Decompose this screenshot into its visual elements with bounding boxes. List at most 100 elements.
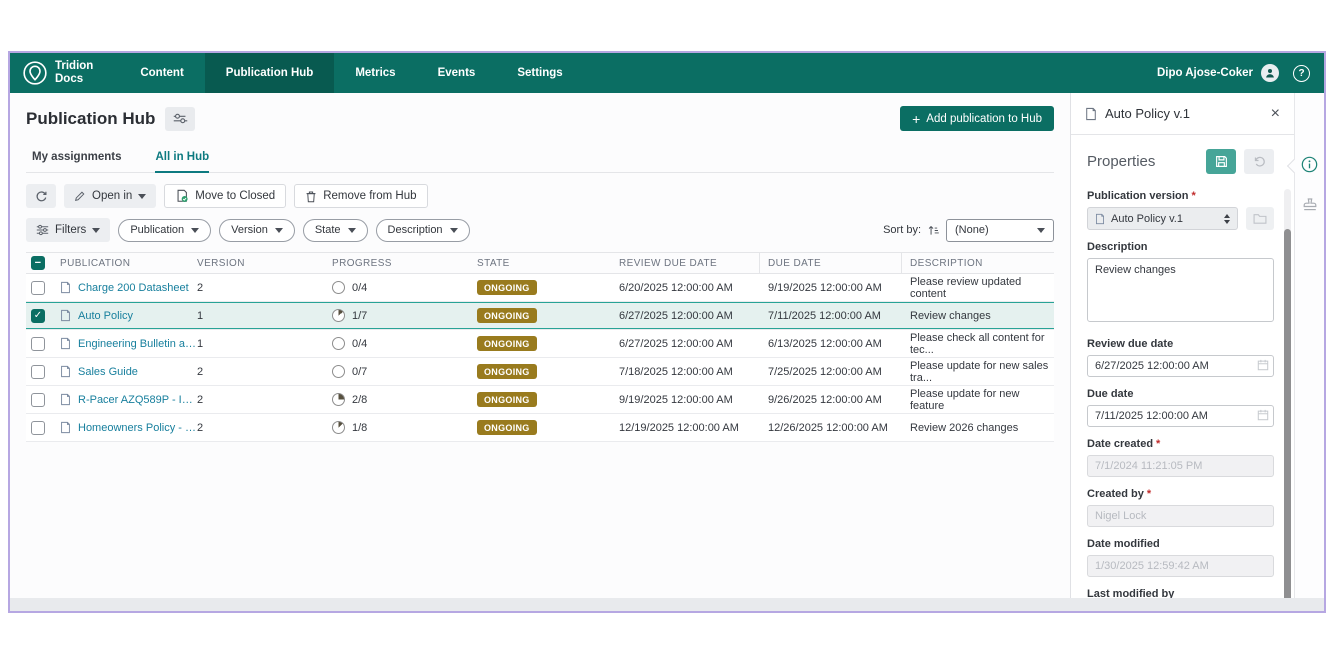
column-header-progress: PROGRESS bbox=[332, 258, 477, 269]
calendar-icon[interactable] bbox=[1257, 359, 1269, 371]
chevron-down-icon bbox=[275, 228, 283, 233]
page-title: Publication Hub bbox=[26, 109, 155, 129]
undo-button[interactable] bbox=[1244, 149, 1274, 174]
due-date-input[interactable] bbox=[1087, 405, 1274, 427]
state-badge: ONGOING bbox=[477, 420, 537, 435]
help-icon[interactable]: ? bbox=[1293, 65, 1310, 82]
filter-bar: Filters Publication Version State Descri… bbox=[26, 218, 1054, 242]
stamp-panel-icon[interactable] bbox=[1299, 193, 1321, 215]
row-checkbox[interactable] bbox=[31, 393, 45, 407]
publication-link[interactable]: Homeowners Policy - Stand... bbox=[78, 422, 197, 434]
filter-pill-version[interactable]: Version bbox=[219, 219, 295, 242]
progress-pie-icon bbox=[332, 281, 345, 294]
description-textarea[interactable]: Review changes bbox=[1087, 258, 1274, 322]
due-date-label: Due date bbox=[1087, 388, 1274, 400]
publication-icon bbox=[60, 309, 71, 322]
table-row[interactable]: Engineering Bulletin a0008... 1 0/4 ONGO… bbox=[26, 330, 1054, 358]
chevron-down-icon bbox=[1037, 228, 1045, 233]
tridion-logo-icon bbox=[22, 60, 48, 86]
sort-ascending-icon bbox=[927, 224, 940, 237]
row-checkbox[interactable] bbox=[31, 365, 45, 379]
remove-from-hub-button[interactable]: Remove from Hub bbox=[294, 184, 427, 208]
close-panel-button[interactable]: × bbox=[1271, 106, 1280, 122]
open-in-button[interactable]: Open in bbox=[64, 184, 156, 208]
panel-title: Auto Policy v.1 bbox=[1105, 106, 1263, 121]
table-row[interactable]: Sales Guide 2 0/7 ONGOING 7/18/2025 12:0… bbox=[26, 358, 1054, 386]
table-row[interactable]: R-Pacer AZQ589P - Instruc... 2 2/8 ONGOI… bbox=[26, 386, 1054, 414]
properties-panel: Auto Policy v.1 × Properties Publication… bbox=[1070, 93, 1294, 598]
refresh-icon bbox=[35, 190, 48, 203]
column-header-version: VERSION bbox=[197, 258, 332, 269]
nav-item-content[interactable]: Content bbox=[119, 53, 204, 93]
nav-item-metrics[interactable]: Metrics bbox=[334, 53, 416, 93]
select-all-checkbox[interactable] bbox=[31, 256, 45, 270]
state-badge: ONGOING bbox=[477, 308, 537, 323]
table-row[interactable]: Charge 200 Datasheet 2 0/4 ONGOING 6/20/… bbox=[26, 274, 1054, 302]
panel-scrollbar-thumb[interactable] bbox=[1284, 229, 1291, 598]
table-row[interactable]: Homeowners Policy - Stand... 2 1/8 ONGOI… bbox=[26, 414, 1054, 442]
move-to-closed-button[interactable]: Move to Closed bbox=[164, 184, 286, 208]
calendar-icon[interactable] bbox=[1257, 409, 1269, 421]
add-publication-button[interactable]: + Add publication to Hub bbox=[900, 106, 1054, 131]
main-content: Publication Hub + Add publication to Hub… bbox=[10, 93, 1070, 598]
publication-link[interactable]: Sales Guide bbox=[78, 366, 138, 378]
column-header-publication: PUBLICATION bbox=[54, 258, 197, 269]
description-label: Description bbox=[1087, 241, 1274, 253]
created-by-input bbox=[1087, 505, 1274, 527]
publication-icon bbox=[60, 337, 71, 350]
progress-pie-icon bbox=[332, 421, 345, 434]
sort-by-label: Sort by: bbox=[883, 224, 921, 236]
info-panel-icon[interactable] bbox=[1299, 153, 1321, 175]
top-navbar: Tridion Docs Content Publication Hub Met… bbox=[10, 53, 1324, 93]
filters-button[interactable]: Filters bbox=[26, 218, 110, 242]
chevron-down-icon bbox=[138, 194, 146, 199]
tab-my-assignments[interactable]: My assignments bbox=[32, 151, 121, 172]
user-menu[interactable]: Dipo Ajose-Coker ? bbox=[1157, 53, 1324, 93]
last-modified-by-label: Last modified by bbox=[1087, 588, 1274, 598]
chevron-down-icon bbox=[191, 228, 199, 233]
publication-link[interactable]: Engineering Bulletin a0008... bbox=[78, 338, 197, 350]
sort-by-select[interactable]: (None) bbox=[946, 219, 1054, 242]
row-checkbox[interactable] bbox=[31, 337, 45, 351]
publication-link[interactable]: Charge 200 Datasheet bbox=[78, 282, 189, 294]
tab-all-in-hub[interactable]: All in Hub bbox=[155, 151, 209, 172]
nav-item-events[interactable]: Events bbox=[417, 53, 497, 93]
brand[interactable]: Tridion Docs bbox=[10, 53, 119, 93]
column-header-review-due-date: REVIEW DUE DATE bbox=[619, 258, 759, 269]
save-icon bbox=[1215, 155, 1228, 168]
refresh-button[interactable] bbox=[26, 184, 56, 208]
review-due-date-label: Review due date bbox=[1087, 338, 1274, 350]
column-header-state: STATE bbox=[477, 258, 619, 269]
publication-link[interactable]: Auto Policy bbox=[78, 310, 133, 322]
review-due-date-input[interactable] bbox=[1087, 355, 1274, 377]
publication-version-select[interactable]: Auto Policy v.1 bbox=[1087, 207, 1238, 230]
save-button[interactable] bbox=[1206, 149, 1236, 174]
created-by-label: Created by* bbox=[1087, 488, 1274, 500]
browse-folder-button bbox=[1246, 207, 1274, 230]
properties-section-title: Properties bbox=[1087, 153, 1198, 170]
filter-pill-state[interactable]: State bbox=[303, 219, 368, 242]
progress-pie-icon bbox=[332, 309, 345, 322]
table-row-selected[interactable]: Auto Policy 1 1/7 ONGOING 6/27/2025 12:0… bbox=[26, 302, 1054, 330]
column-header-description: DESCRIPTION bbox=[901, 253, 1054, 273]
row-checkbox[interactable] bbox=[31, 281, 45, 295]
column-header-due-date: DUE DATE bbox=[759, 253, 901, 273]
filter-pill-description[interactable]: Description bbox=[376, 219, 470, 242]
row-checkbox[interactable] bbox=[31, 421, 45, 435]
nav-item-settings[interactable]: Settings bbox=[496, 53, 583, 93]
pencil-icon bbox=[74, 190, 86, 202]
hub-settings-button[interactable] bbox=[165, 107, 195, 131]
row-checkbox[interactable] bbox=[31, 309, 45, 323]
side-icon-strip bbox=[1294, 93, 1324, 598]
avatar-icon bbox=[1261, 64, 1279, 82]
filter-pill-publication[interactable]: Publication bbox=[118, 219, 211, 242]
plus-icon: + bbox=[912, 112, 920, 126]
version-stepper[interactable] bbox=[1224, 214, 1230, 224]
publication-icon bbox=[1085, 107, 1097, 121]
publication-icon bbox=[1095, 213, 1105, 225]
panel-scrollbar-track[interactable] bbox=[1284, 189, 1291, 588]
publication-link[interactable]: R-Pacer AZQ589P - Instruc... bbox=[78, 394, 197, 406]
state-badge: ONGOING bbox=[477, 280, 537, 295]
nav-item-publication-hub[interactable]: Publication Hub bbox=[205, 53, 335, 93]
filter-sliders-icon bbox=[36, 224, 49, 236]
